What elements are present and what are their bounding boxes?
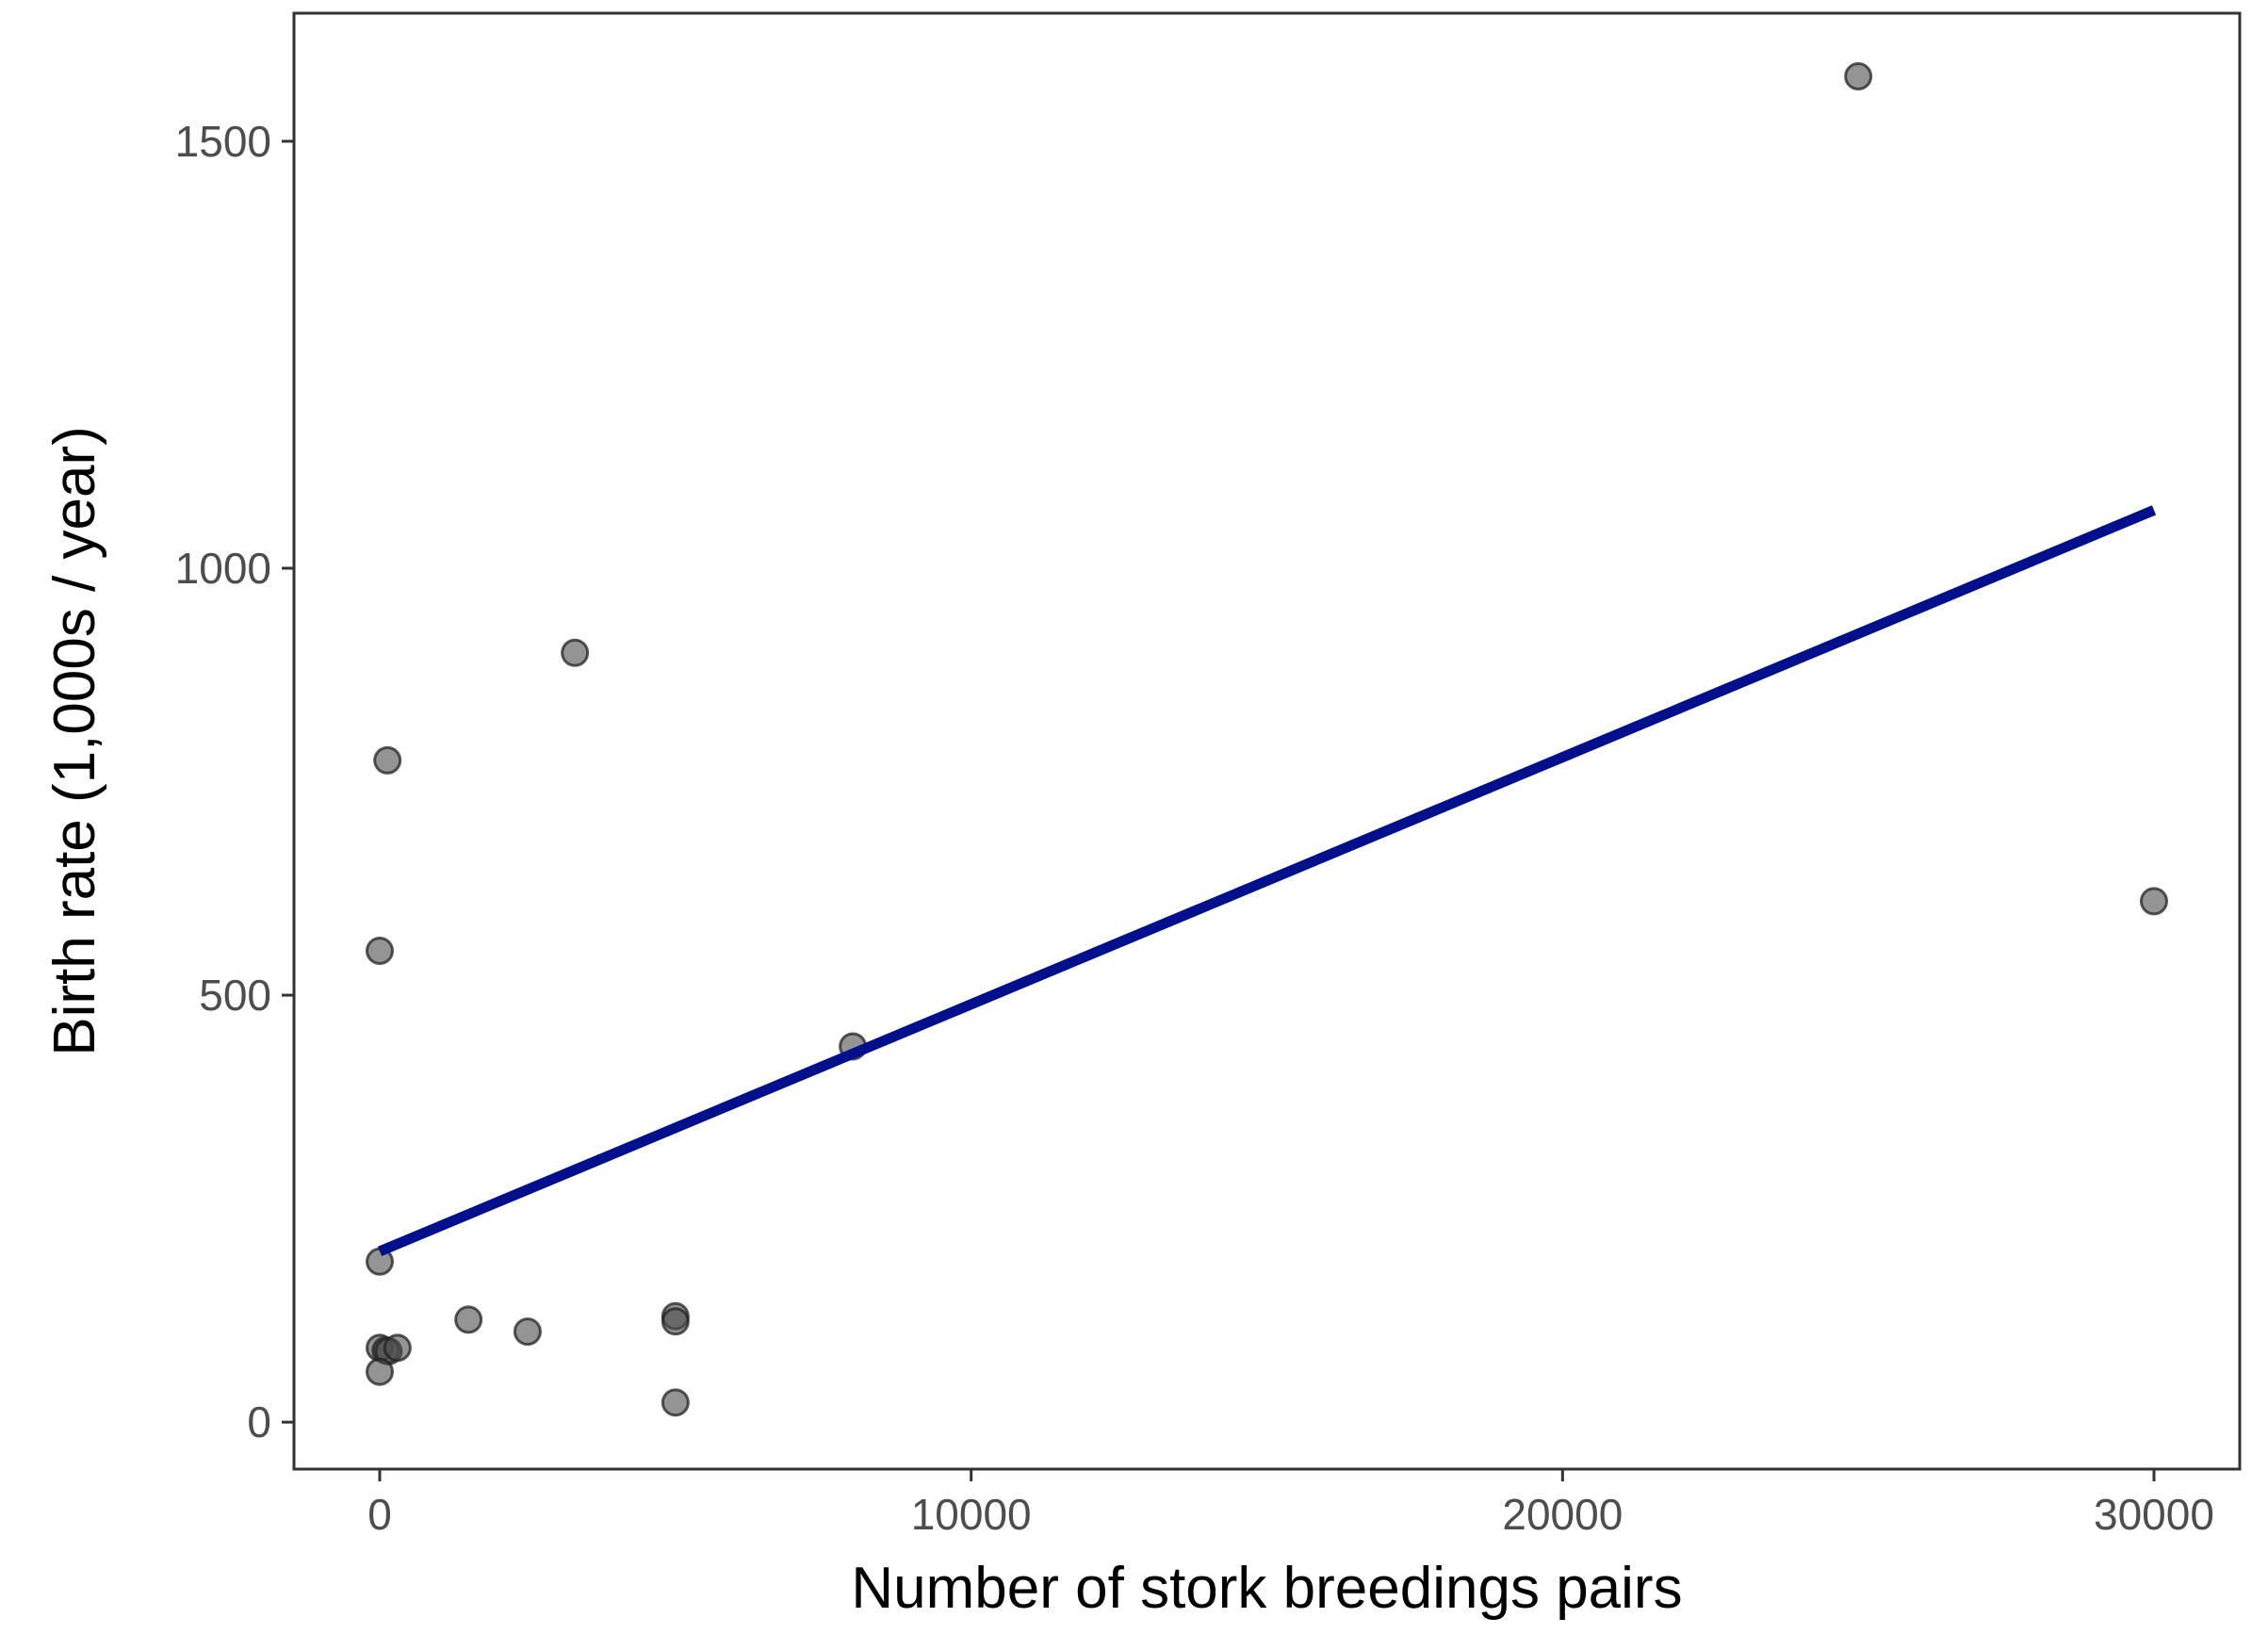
y-tick-label: 500	[199, 971, 271, 1020]
y-axis-title: Birth rate (1,000s / year)	[42, 426, 107, 1056]
fit-line-layer	[377, 505, 2157, 1257]
data-point	[373, 745, 402, 775]
y-axis-ticks: 0 500 1000 1500	[175, 117, 294, 1446]
y-tick-label: 0	[247, 1397, 271, 1446]
data-point	[661, 1388, 690, 1417]
data-point	[454, 1305, 483, 1334]
x-axis-title: Number of stork breedings pairs	[851, 1556, 1682, 1621]
x-tick-label: 20000	[1502, 1490, 1623, 1539]
scatter-points	[366, 62, 2168, 1417]
data-point	[383, 1333, 412, 1363]
data-point	[1844, 62, 1873, 91]
x-tick-label: 10000	[911, 1490, 1032, 1539]
x-axis-ticks: 0 10000 20000 30000	[367, 1469, 2214, 1539]
data-point	[513, 1317, 542, 1347]
plot-panel-border	[292, 11, 2242, 1471]
data-point	[2139, 887, 2168, 916]
x-tick-label: 0	[367, 1490, 392, 1539]
data-point	[561, 638, 590, 667]
y-tick-label: 1500	[175, 117, 271, 166]
data-point	[661, 1307, 690, 1336]
y-tick-label: 1000	[175, 544, 271, 593]
data-point	[366, 1357, 395, 1386]
regression-line	[377, 505, 2157, 1257]
x-tick-label: 30000	[2094, 1490, 2214, 1539]
data-point	[366, 936, 395, 965]
